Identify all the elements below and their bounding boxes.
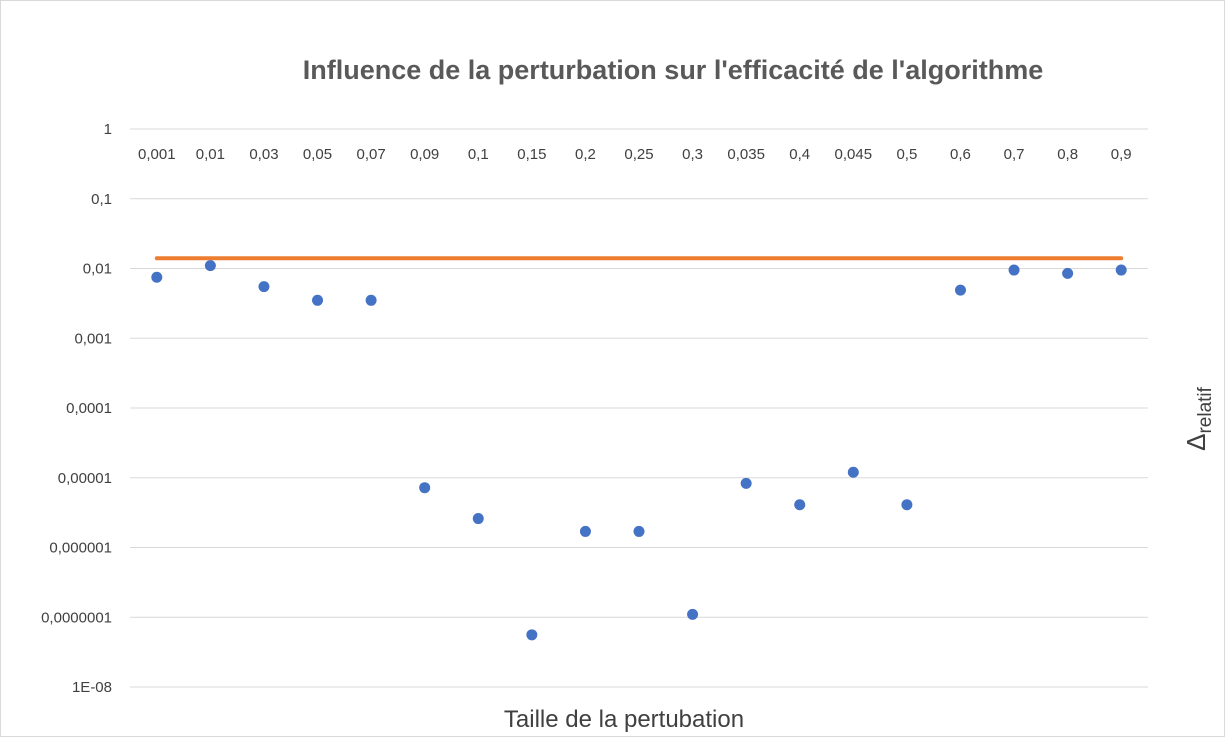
data-point [1062,267,1074,279]
y-tick-labels: 1 0,1 0,01 0,001 0,0001 0,00001 0,000001 0,0000… [41,121,112,696]
y-tick-label: 0,01 [83,261,112,278]
y-tick-label: 0,0001 [66,400,112,417]
y-tick-label: 0,0000001 [41,609,112,626]
y-tick-label: 0,00001 [58,470,112,487]
x-tick-labels: 0,001 0,01 0,03 0,05 0,07 0,09 0,1 0,15 0,2 0,25 0… [138,146,1132,163]
y-axis-label-subscript: relatif [1195,386,1216,433]
x-tick-label: 0,05 [303,146,332,163]
data-point [1115,264,1127,276]
x-tick-label: 0,09 [410,146,439,163]
y-tick-label: 1 [104,121,112,138]
data-point [847,466,859,478]
y-tick-label: 0,1 [91,191,112,208]
x-tick-label: 0,4 [789,146,810,163]
data-point [151,271,163,283]
x-tick-label: 0,01 [196,146,225,163]
x-tick-label: 0,25 [624,146,653,163]
data-point [419,482,431,494]
data-point [204,260,216,272]
x-tick-label: 0,15 [517,146,546,163]
y-tick-label: 1E-08 [72,679,112,696]
x-tick-label: 0,9 [1111,146,1132,163]
grid-lines [130,128,1148,688]
data-point [526,629,538,641]
x-tick-label: 0,3 [682,146,703,163]
data-point [1008,264,1020,276]
x-tick-label: 0,045 [835,146,873,163]
data-point [472,513,484,525]
x-tick-label: 0,03 [249,146,278,163]
data-point [901,499,913,511]
y-tick-label: 0,001 [74,330,112,347]
data-point [579,525,591,537]
data-point [794,499,806,511]
data-point [740,477,752,489]
y-tick-label: 0,000001 [49,540,112,557]
scatter-series [151,260,1127,641]
data-point [312,294,324,306]
data-point [633,525,645,537]
x-tick-label: 0,7 [1004,146,1025,163]
y-axis-label: Δrelatif [1181,386,1216,451]
x-tick-label: 0,1 [468,146,489,163]
x-tick-label: 0,035 [727,146,765,163]
y-axis-label-symbol: Δ [1181,434,1211,451]
x-tick-label: 0,8 [1057,146,1078,163]
chart-title: Influence de la perturbation sur l'effic… [303,55,1044,85]
x-tick-label: 0,001 [138,146,176,163]
data-point [258,281,270,293]
data-point [687,608,699,620]
x-tick-label: 0,6 [950,146,971,163]
x-tick-label: 0,2 [575,146,596,163]
data-point [365,294,377,306]
data-point [954,284,966,296]
x-tick-label: 0,5 [896,146,917,163]
x-tick-label: 0,07 [357,146,386,163]
x-axis-label: Taille de la pertubation [504,706,744,733]
